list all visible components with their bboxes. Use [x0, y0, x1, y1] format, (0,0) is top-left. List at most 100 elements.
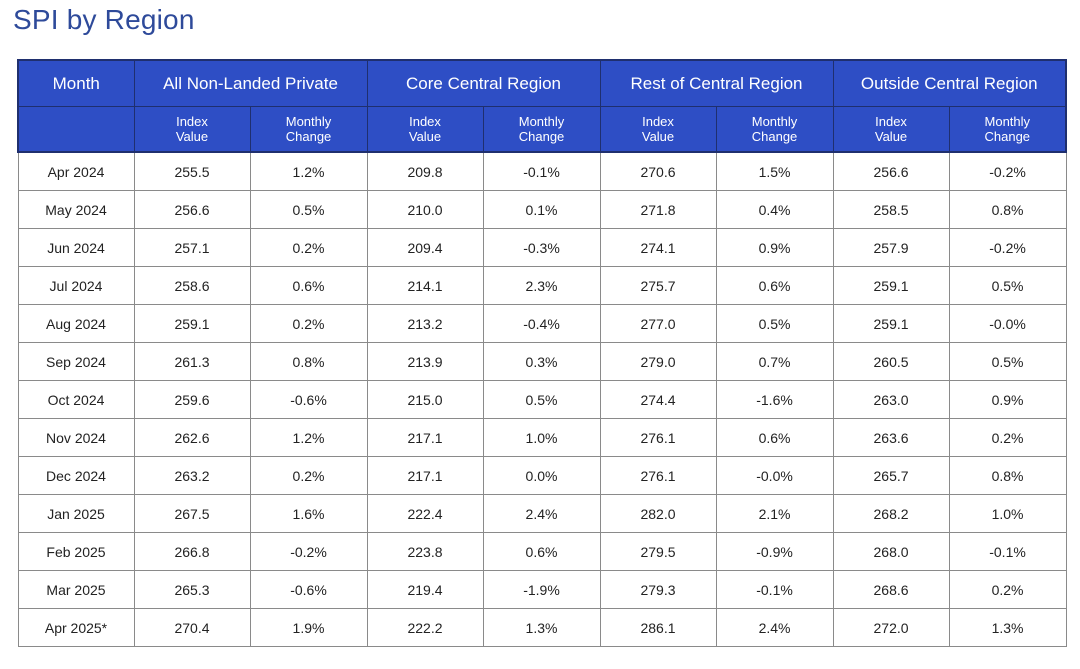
table-row: Nov 2024 262.6 1.2% 217.1 1.0% 276.1 0.6% 263.6…	[17, 418, 1067, 457]
monthly-change-cell: 0.4%	[715, 190, 834, 229]
monthly-change-cell: 1.3%	[482, 608, 601, 647]
index-value-cell: 260.5	[832, 342, 950, 381]
index-value-cell: 256.6	[832, 151, 950, 191]
index-value-cell: 259.6	[133, 380, 251, 419]
table-row: Jan 2025 267.5 1.6% 222.4 2.4% 282.0 2.1% 268.2…	[17, 494, 1067, 533]
index-value-cell: 210.0	[366, 190, 484, 229]
index-value-cell: 259.1	[832, 304, 950, 343]
monthly-change-cell: 2.4%	[482, 494, 601, 533]
monthly-change-cell: -0.1%	[482, 151, 601, 191]
column-header-month: Month	[17, 59, 135, 107]
index-value-cell: 259.1	[832, 266, 950, 305]
sub-header-monthly-change: Monthly Change	[482, 106, 601, 153]
sub-header-line: Value	[175, 129, 209, 144]
monthly-change-cell: 0.1%	[482, 190, 601, 229]
index-value-cell: 222.4	[366, 494, 484, 533]
monthly-change-cell: -1.9%	[482, 570, 601, 609]
monthly-change-cell: 1.6%	[249, 494, 368, 533]
monthly-change-cell: 0.5%	[948, 266, 1067, 305]
index-value-cell: 268.2	[832, 494, 950, 533]
monthly-change-cell: -0.0%	[948, 304, 1067, 343]
table-body: Apr 2024 255.5 1.2% 209.8 -0.1% 270.6 1.5% 256.…	[17, 151, 1067, 647]
sub-header-line: Change	[518, 129, 565, 144]
index-value-cell: 279.5	[599, 532, 717, 571]
table-row: Dec 2024 263.2 0.2% 217.1 0.0% 276.1 -0.0% 265.…	[17, 456, 1067, 495]
month-cell: Mar 2025	[17, 570, 135, 609]
monthly-change-cell: 1.0%	[482, 418, 601, 457]
table-row: Feb 2025 266.8 -0.2% 223.8 0.6% 279.5 -0.9% 268…	[17, 532, 1067, 571]
sub-header-line: Index	[875, 114, 907, 129]
table-row: Oct 2024 259.6 -0.6% 215.0 0.5% 274.4 -1.6% 263…	[17, 380, 1067, 419]
monthly-change-cell: 0.6%	[715, 418, 834, 457]
monthly-change-cell: 0.5%	[249, 190, 368, 229]
monthly-change-cell: -0.4%	[482, 304, 601, 343]
monthly-change-cell: 0.2%	[249, 304, 368, 343]
column-header-rest-of-central: Rest of Central Region	[599, 59, 834, 107]
month-cell: Aug 2024	[17, 304, 135, 343]
monthly-change-cell: 2.1%	[715, 494, 834, 533]
index-value-cell: 282.0	[599, 494, 717, 533]
monthly-change-cell: 0.2%	[948, 570, 1067, 609]
column-header-all-non-landed: All Non-Landed Private	[133, 59, 368, 107]
monthly-change-cell: 1.2%	[249, 418, 368, 457]
index-value-cell: 217.1	[366, 418, 484, 457]
monthly-change-cell: 1.2%	[249, 151, 368, 191]
monthly-change-cell: 0.6%	[482, 532, 601, 571]
monthly-change-cell: -0.2%	[948, 228, 1067, 267]
monthly-change-cell: -0.2%	[249, 532, 368, 571]
monthly-change-cell: -0.1%	[715, 570, 834, 609]
table-row: Apr 2025* 270.4 1.9% 222.2 1.3% 286.1 2.4% 272.…	[17, 608, 1067, 647]
index-value-cell: 279.0	[599, 342, 717, 381]
index-value-cell: 215.0	[366, 380, 484, 419]
index-value-cell: 274.4	[599, 380, 717, 419]
monthly-change-cell: 0.3%	[482, 342, 601, 381]
column-header-outside-central: Outside Central Region	[832, 59, 1067, 107]
monthly-change-cell: 0.8%	[948, 456, 1067, 495]
monthly-change-cell: -0.6%	[249, 380, 368, 419]
index-value-cell: 263.0	[832, 380, 950, 419]
index-value-cell: 257.1	[133, 228, 251, 267]
index-value-cell: 259.1	[133, 304, 251, 343]
index-value-cell: 277.0	[599, 304, 717, 343]
sub-header-index-value: Index Value	[366, 106, 484, 153]
table-row: Sep 2024 261.3 0.8% 213.9 0.3% 279.0 0.7% 260.5…	[17, 342, 1067, 381]
spi-table: Month All Non-Landed Private Core Centra…	[17, 59, 1067, 647]
index-value-cell: 274.1	[599, 228, 717, 267]
monthly-change-cell: 0.5%	[948, 342, 1067, 381]
month-cell: Dec 2024	[17, 456, 135, 495]
monthly-change-cell: 0.8%	[249, 342, 368, 381]
index-value-cell: 271.8	[599, 190, 717, 229]
index-value-cell: 268.6	[832, 570, 950, 609]
index-value-cell: 275.7	[599, 266, 717, 305]
index-value-cell: 219.4	[366, 570, 484, 609]
monthly-change-cell: 0.8%	[948, 190, 1067, 229]
page-title: SPI by Region	[13, 4, 195, 35]
sub-header-line: Monthly	[285, 114, 332, 129]
index-value-cell: 213.2	[366, 304, 484, 343]
sub-header-line: Index	[176, 114, 208, 129]
sub-header-index-value: Index Value	[599, 106, 717, 153]
monthly-change-cell: 0.2%	[948, 418, 1067, 457]
table-row: Mar 2025 265.3 -0.6% 219.4 -1.9% 279.3 -0.1% 26…	[17, 570, 1067, 609]
sub-header-line: Index	[409, 114, 441, 129]
index-value-cell: 262.6	[133, 418, 251, 457]
index-value-cell: 265.3	[133, 570, 251, 609]
sub-header-line: Monthly	[518, 114, 565, 129]
sub-header-monthly-change: Monthly Change	[249, 106, 368, 153]
sub-header-blank	[17, 106, 135, 153]
monthly-change-cell: 0.9%	[715, 228, 834, 267]
table-row: Jun 2024 257.1 0.2% 209.4 -0.3% 274.1 0.9% 257.…	[17, 228, 1067, 267]
sub-header-index-value: Index Value	[832, 106, 950, 153]
index-value-cell: 270.6	[599, 151, 717, 191]
table-row: Aug 2024 259.1 0.2% 213.2 -0.4% 277.0 0.5% 259.…	[17, 304, 1067, 343]
monthly-change-cell: 0.7%	[715, 342, 834, 381]
monthly-change-cell: 0.9%	[948, 380, 1067, 419]
index-value-cell: 270.4	[133, 608, 251, 647]
monthly-change-cell: 0.5%	[715, 304, 834, 343]
index-value-cell: 257.9	[832, 228, 950, 267]
monthly-change-cell: -0.3%	[482, 228, 601, 267]
index-value-cell: 255.5	[133, 151, 251, 191]
sub-header-line: Change	[285, 129, 332, 144]
month-cell: Nov 2024	[17, 418, 135, 457]
index-value-cell: 209.4	[366, 228, 484, 267]
